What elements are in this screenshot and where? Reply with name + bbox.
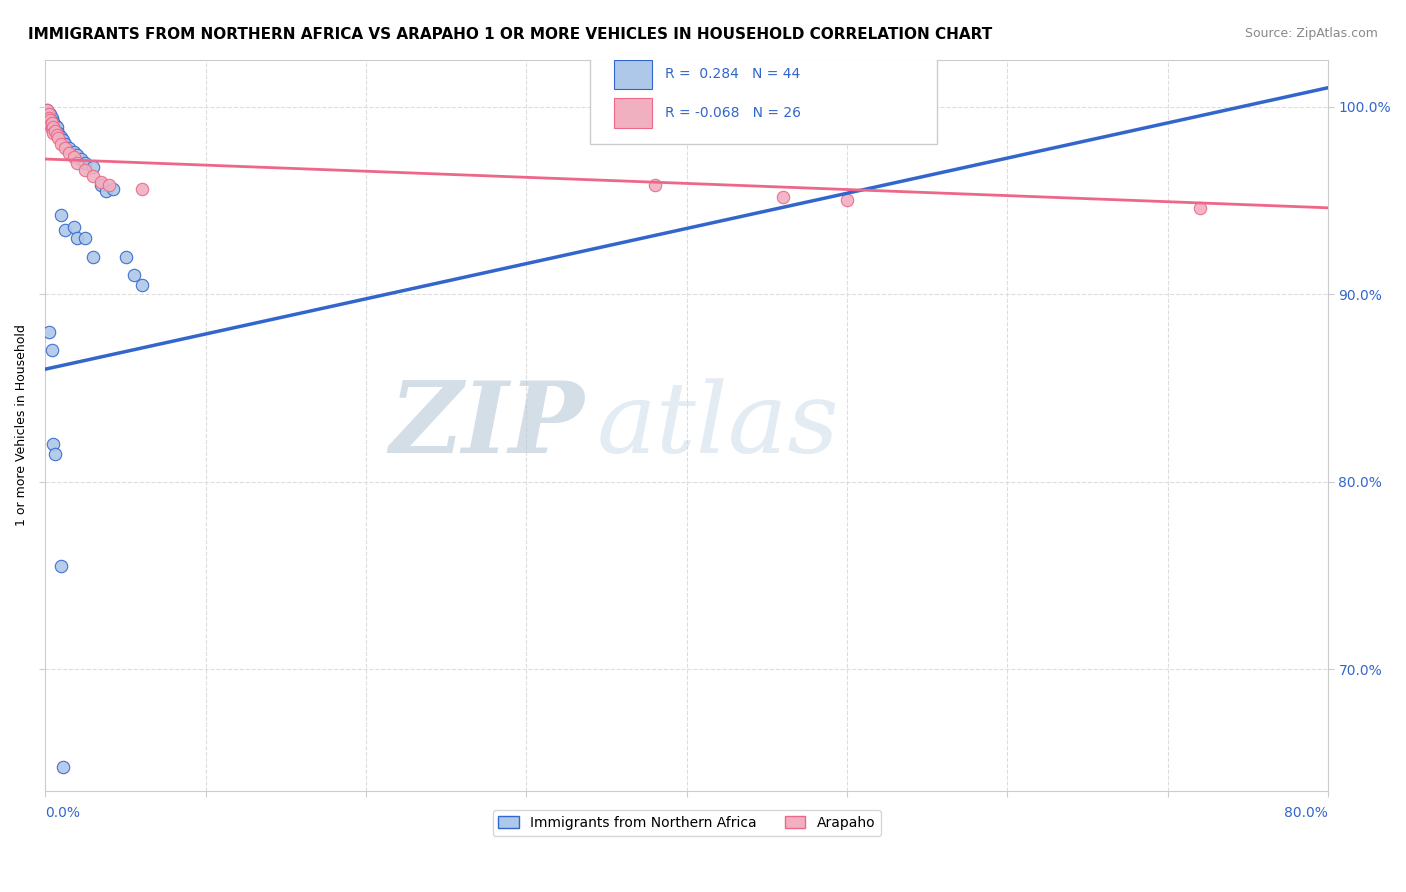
Point: [63, 145, 86, 159]
Text: ZIP: ZIP: [389, 377, 583, 474]
Point: [63, 150, 86, 164]
Point: [39, 112, 62, 127]
Point: [39, 118, 62, 132]
Point: [39, 107, 62, 121]
Point: [1188, 201, 1211, 215]
Text: 80.0%: 80.0%: [1284, 805, 1327, 820]
Point: [66, 155, 89, 169]
Point: [42, 114, 65, 128]
FancyBboxPatch shape: [613, 98, 652, 128]
Point: [51, 136, 73, 151]
Point: [90, 175, 112, 189]
Point: [38, 111, 60, 125]
Point: [38, 325, 60, 339]
Point: [42, 126, 65, 140]
Point: [58, 146, 80, 161]
Point: [38, 107, 60, 121]
Point: [51, 208, 73, 222]
Point: [42, 122, 65, 136]
Point: [69, 152, 91, 166]
Point: [96, 184, 118, 198]
Text: Source: ZipAtlas.com: Source: ZipAtlas.com: [1244, 27, 1378, 40]
Point: [82, 169, 104, 183]
Point: [63, 219, 86, 234]
Point: [41, 116, 63, 130]
Point: [82, 250, 104, 264]
Text: atlas: atlas: [598, 378, 839, 473]
Point: [46, 126, 69, 140]
Point: [45, 128, 67, 142]
Point: [38, 107, 60, 121]
Point: [52, 133, 75, 147]
Point: [114, 250, 136, 264]
Point: [35, 103, 58, 118]
Point: [53, 223, 76, 237]
Point: [131, 182, 153, 196]
Point: [835, 194, 858, 208]
Text: R =  0.284   N = 44: R = 0.284 N = 44: [665, 67, 800, 81]
Point: [131, 277, 153, 292]
FancyBboxPatch shape: [613, 60, 652, 89]
Point: [45, 126, 67, 140]
Point: [90, 178, 112, 193]
Point: [53, 136, 76, 151]
Text: R = -0.068   N = 26: R = -0.068 N = 26: [665, 106, 801, 120]
Point: [35, 103, 58, 118]
Point: [42, 118, 65, 132]
Point: [44, 118, 66, 132]
Point: [644, 178, 666, 193]
Text: 0.0%: 0.0%: [45, 805, 80, 820]
Point: [41, 122, 63, 136]
Point: [44, 124, 66, 138]
Point: [101, 182, 124, 196]
Point: [53, 141, 76, 155]
Point: [39, 112, 62, 127]
Point: [98, 178, 121, 193]
Point: [42, 120, 65, 135]
Point: [44, 446, 66, 460]
Point: [41, 118, 63, 132]
Text: IMMIGRANTS FROM NORTHERN AFRICA VS ARAPAHO 1 OR MORE VEHICLES IN HOUSEHOLD CORRE: IMMIGRANTS FROM NORTHERN AFRICA VS ARAPA…: [28, 27, 993, 42]
Point: [39, 116, 62, 130]
Point: [42, 437, 65, 451]
Point: [51, 129, 73, 144]
Point: [66, 231, 89, 245]
Legend: Immigrants from Northern Africa, Arapaho: Immigrants from Northern Africa, Arapaho: [492, 811, 880, 836]
Point: [772, 189, 794, 203]
Point: [82, 160, 104, 174]
Point: [52, 760, 75, 774]
Point: [38, 111, 60, 125]
Point: [41, 114, 63, 128]
Point: [41, 111, 63, 125]
Point: [75, 231, 97, 245]
Point: [41, 343, 63, 358]
Point: [58, 141, 80, 155]
FancyBboxPatch shape: [591, 45, 936, 144]
Point: [75, 163, 97, 178]
Point: [44, 122, 66, 136]
Y-axis label: 1 or more Vehicles in Household: 1 or more Vehicles in Household: [15, 325, 28, 526]
Point: [51, 559, 73, 574]
Point: [122, 268, 145, 283]
Point: [66, 148, 89, 162]
Point: [46, 131, 69, 145]
Point: [75, 155, 97, 169]
Point: [45, 120, 67, 135]
